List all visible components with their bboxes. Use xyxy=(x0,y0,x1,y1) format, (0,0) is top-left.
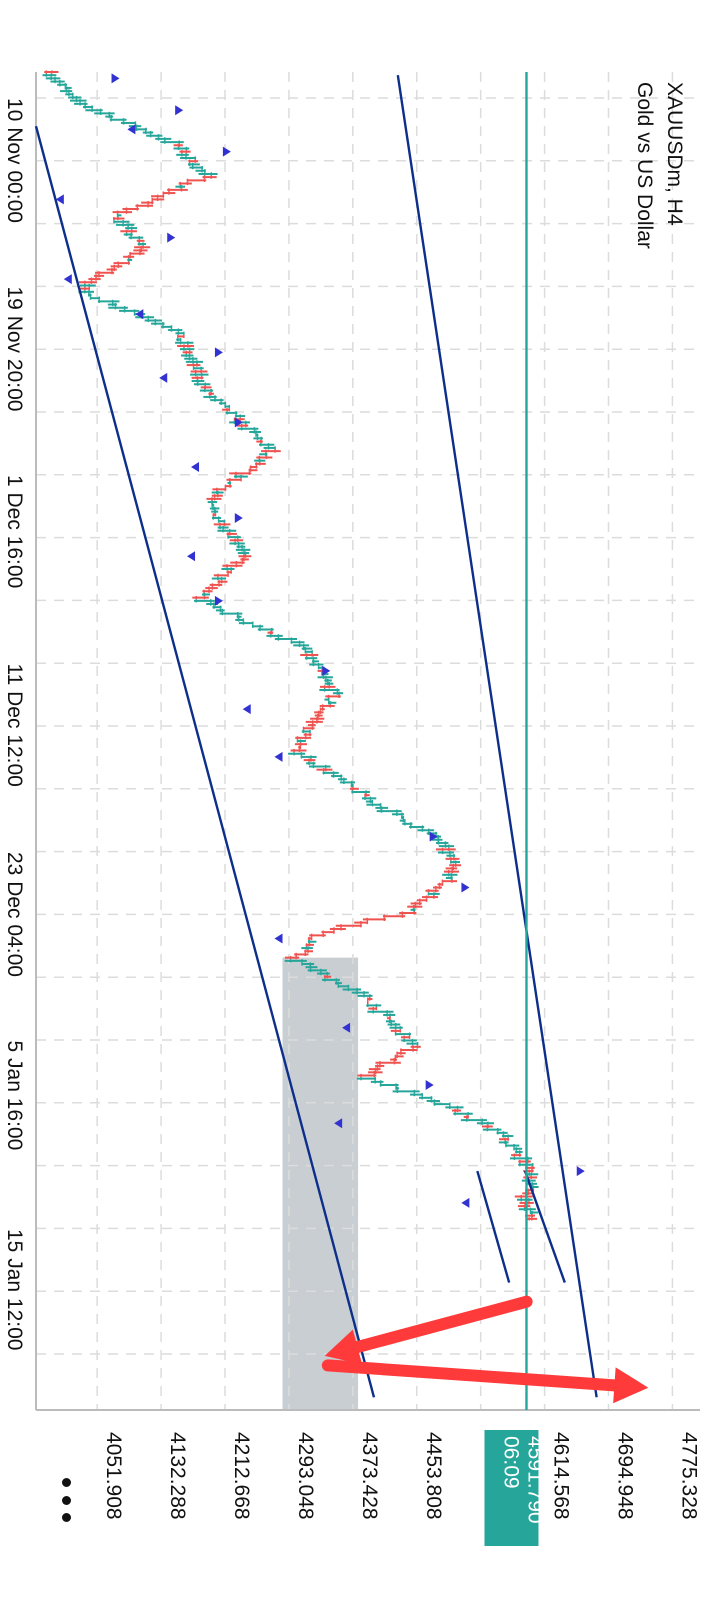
fractal-marker xyxy=(342,1022,351,1033)
fractal-marker xyxy=(167,232,176,243)
fractal-marker xyxy=(187,551,196,562)
ellipsis-dot xyxy=(61,1513,71,1522)
time-tick-label: 1 Dec 16:00 xyxy=(3,475,26,588)
trendline xyxy=(523,1170,566,1283)
candle-countdown: 06:09 xyxy=(499,1436,522,1489)
fractal-marker xyxy=(576,1166,585,1177)
price-tick-label: 4373.428 xyxy=(358,1432,381,1520)
fractal-marker xyxy=(334,1118,343,1129)
trendline xyxy=(476,1170,511,1283)
fractal-marker xyxy=(159,372,168,383)
trendline xyxy=(34,125,376,1398)
ellipsis-dot xyxy=(61,1478,71,1487)
fractal-marker xyxy=(127,124,136,135)
vertical-ellipsis-icon[interactable] xyxy=(56,1478,76,1522)
price-tick-label: 4293.048 xyxy=(294,1432,317,1520)
price-tick-label: 4132.288 xyxy=(166,1432,189,1520)
fractal-marker xyxy=(191,462,200,473)
price-tick-label: 4614.568 xyxy=(550,1432,573,1520)
fractal-marker xyxy=(274,751,283,762)
fractal-marker xyxy=(425,1080,434,1091)
ellipsis-dot xyxy=(61,1495,71,1505)
fractal-marker xyxy=(234,417,243,428)
symbol-description: Gold vs US Dollar xyxy=(633,82,656,249)
current-price-value: 4591.790 xyxy=(523,1436,546,1524)
fractal-marker xyxy=(461,882,470,893)
time-tick-label: 15 Jan 12:00 xyxy=(3,1229,26,1350)
annotation-arrow-shaft xyxy=(321,1359,621,1392)
fractal-marker xyxy=(214,347,223,358)
fractal-marker xyxy=(274,933,283,944)
fractal-marker xyxy=(175,105,184,116)
support-zone xyxy=(282,957,359,1410)
price-tick-label: 4453.808 xyxy=(422,1432,445,1520)
current-price-badge xyxy=(484,1430,539,1546)
annotation-arrow-shaft xyxy=(351,1295,533,1354)
annotation-arrow-head xyxy=(324,1329,363,1365)
time-tick-label: 10 Nov 00:00 xyxy=(3,98,26,223)
price-tick-label: 4694.948 xyxy=(614,1432,637,1520)
fractal-marker xyxy=(135,309,144,320)
time-tick-label: 23 Dec 04:00 xyxy=(3,852,26,977)
time-tick-label: 19 Nov 20:00 xyxy=(3,287,26,412)
fractal-marker xyxy=(214,595,223,606)
fractal-marker xyxy=(461,1197,470,1208)
fractal-marker xyxy=(322,665,331,676)
price-tick-label: 4212.668 xyxy=(230,1432,253,1520)
trendline xyxy=(396,75,598,1398)
fractal-marker xyxy=(55,194,64,205)
fractal-marker xyxy=(429,831,438,842)
symbol-title: XAUUSDm, H4 xyxy=(663,82,686,226)
price-tick-label: 4775.328 xyxy=(677,1432,700,1520)
fractal-marker xyxy=(63,274,72,285)
fractal-marker xyxy=(222,146,231,157)
fractal-marker xyxy=(111,73,120,84)
time-tick-label: 11 Dec 12:00 xyxy=(3,664,26,787)
time-tick-label: 5 Jan 16:00 xyxy=(3,1041,26,1151)
price-tick-label: 4051.908 xyxy=(102,1432,125,1520)
annotation-arrow-head xyxy=(613,1367,649,1404)
fractal-marker xyxy=(242,704,251,715)
fractal-marker xyxy=(234,513,243,523)
